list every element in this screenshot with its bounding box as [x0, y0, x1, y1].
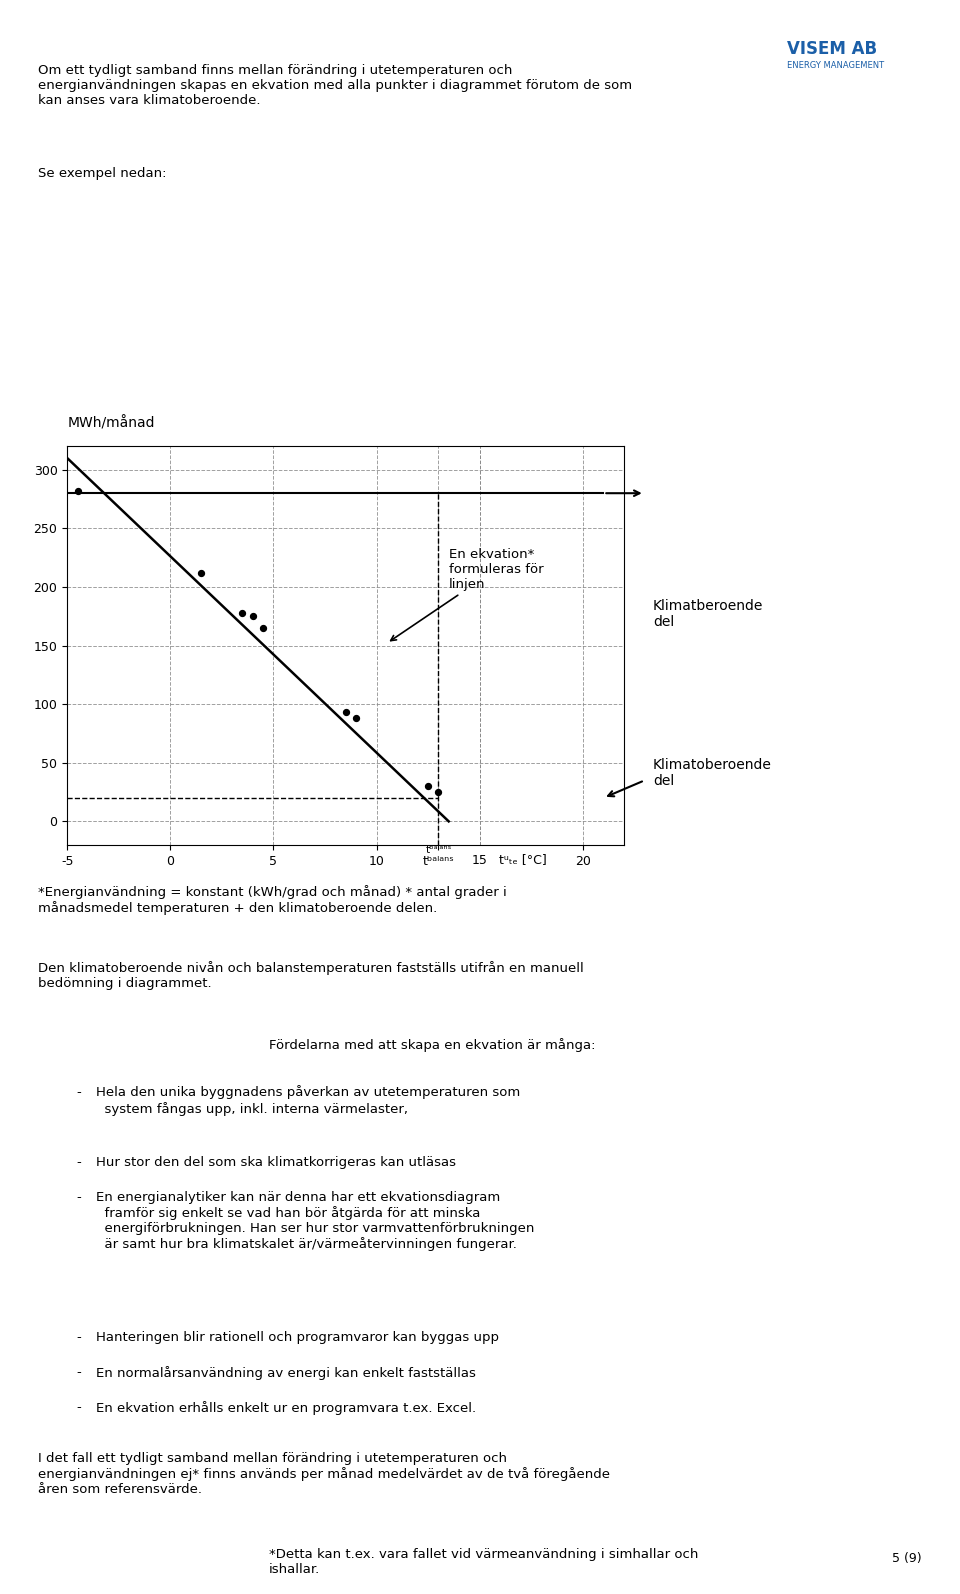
Text: En ekvation*
formuleras för
linjen: En ekvation* formuleras för linjen [391, 548, 543, 641]
Point [194, 559, 209, 585]
Text: Klimatoberoende
del: Klimatoberoende del [653, 759, 772, 787]
Text: -: - [77, 1191, 85, 1203]
Text: I det fall ett tydligt samband mellan förändring i utetemperaturen och
energianv: I det fall ett tydligt samband mellan fö… [38, 1452, 611, 1497]
Point [431, 779, 446, 805]
Point [70, 478, 85, 504]
Text: Hanteringen blir rationell och programvaror kan byggas upp: Hanteringen blir rationell och programva… [96, 1331, 499, 1344]
Text: Klimatberoende
del: Klimatberoende del [653, 599, 763, 628]
Text: -: - [77, 1086, 85, 1098]
Text: tᵘₜₑ [°C]: tᵘₜₑ [°C] [499, 853, 547, 866]
Point [420, 773, 436, 799]
Point [338, 700, 353, 725]
Text: -: - [77, 1331, 85, 1344]
Text: Fördelarna med att skapa en ekvation är många:: Fördelarna med att skapa en ekvation är … [269, 1038, 595, 1052]
Text: -: - [77, 1366, 85, 1379]
Text: Den klimatoberoende nivån och balanstemperaturen fastställs utifrån en manuell
b: Den klimatoberoende nivån och balanstemp… [38, 961, 584, 990]
Point [348, 706, 364, 732]
Text: Se exempel nedan:: Se exempel nedan: [38, 167, 167, 180]
Text: En normalårsanvändning av energi kan enkelt fastställas: En normalårsanvändning av energi kan enk… [96, 1366, 476, 1380]
Text: 15: 15 [471, 854, 488, 867]
Point [245, 604, 260, 630]
Point [235, 599, 251, 625]
Text: En energianalytiker kan när denna har ett ekvationsdiagram
  framför sig enkelt : En energianalytiker kan när denna har et… [96, 1191, 535, 1251]
Text: ENERGY MANAGEMENT: ENERGY MANAGEMENT [787, 61, 884, 70]
Text: *Energianvändning = konstant (kWh/grad och månad) * antal grader i
månadsmedel t: *Energianvändning = konstant (kWh/grad o… [38, 885, 507, 915]
Text: tᵇᵃˡᵃⁿˢ: tᵇᵃˡᵃⁿˢ [425, 845, 451, 854]
Text: 5 (9): 5 (9) [892, 1553, 922, 1565]
Point [255, 615, 271, 641]
Text: Om ett tydligt samband finns mellan förändring i utetemperaturen och
energianvän: Om ett tydligt samband finns mellan förä… [38, 64, 633, 107]
Text: En ekvation erhålls enkelt ur en programvara t.ex. Excel.: En ekvation erhålls enkelt ur en program… [96, 1401, 476, 1415]
Text: Hur stor den del som ska klimatkorrigeras kan utläsas: Hur stor den del som ska klimatkorrigera… [96, 1156, 456, 1168]
Text: VISEM AB: VISEM AB [787, 40, 877, 57]
Text: -: - [77, 1156, 85, 1168]
Text: *Detta kan t.ex. vara fallet vid värmeanvändning i simhallar och
ishallar.: *Detta kan t.ex. vara fallet vid värmean… [269, 1548, 698, 1576]
Text: Hela den unika byggnadens påverkan av utetemperaturen som
  system fångas upp, i: Hela den unika byggnadens påverkan av ut… [96, 1086, 520, 1116]
Text: MWh/månad: MWh/månad [67, 416, 155, 430]
Text: -: - [77, 1401, 85, 1414]
